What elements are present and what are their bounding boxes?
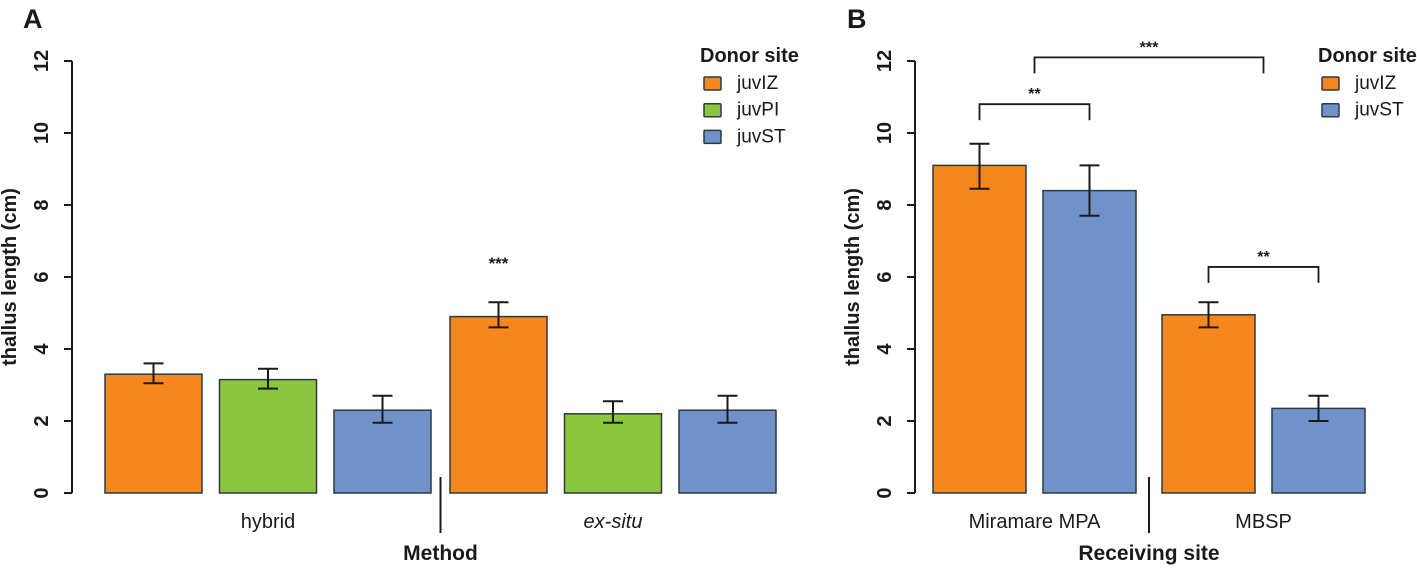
x-axis-title: Receiving site [1078, 542, 1219, 565]
panel-a: A 0 2 4 6 8 10 12 thallus length (cm) hybrid *** ex… [0, 4, 799, 565]
legend-label: juvIZ [1354, 73, 1397, 94]
bar-ex-situ-juvST [678, 409, 777, 494]
significance-bracket [1207, 266, 1320, 283]
legend-swatch-juvST [703, 129, 722, 145]
bar-ex-situ-juvIZ [449, 315, 548, 494]
panel-b: B 0 2 4 6 8 10 12 thallus length (cm) Miramare MP… [842, 0, 1417, 573]
y-tick-label: 4 [874, 343, 896, 355]
legend-title: Donor site [700, 45, 799, 67]
bar-mbsp-juvIZ [1161, 314, 1256, 494]
legend-label: juvST [1354, 100, 1404, 121]
x-group-label: hybrid [241, 511, 295, 533]
panel-b-chart: B 0 2 4 6 8 10 12 thallus length (cm) Miramare MP… [842, 4, 1417, 565]
bar-hybrid-juvST [333, 409, 432, 494]
legend-swatch-juvPI [703, 102, 722, 118]
legend-title: Donor site [1318, 45, 1417, 67]
x-axis-title: Method [403, 542, 478, 565]
x-group-label: ex-situ [584, 511, 643, 533]
panel-letter: A [23, 4, 43, 34]
x-group-label: Miramare MPA [969, 511, 1102, 533]
legend-swatch-juvIZ [1321, 76, 1340, 91]
y-tick-label: 0 [31, 487, 53, 498]
significance-bracket-label: *** [1140, 39, 1159, 56]
bar-mbsp-juvST [1271, 407, 1366, 494]
legend-label: juvIZ [736, 73, 779, 94]
y-tick-label: 6 [31, 271, 53, 282]
y-axis-title: thallus length (cm) [842, 188, 864, 366]
significance-stars: *** [489, 254, 509, 273]
legend-swatch-juvIZ [703, 76, 722, 91]
legend-label: juvPI [736, 100, 779, 121]
legend-swatch-juvST [1321, 102, 1340, 118]
panel-letter: B [847, 4, 867, 34]
significance-bracket-label: ** [1257, 249, 1270, 266]
y-tick-label: 8 [874, 199, 896, 210]
y-tick-label: 6 [874, 271, 896, 282]
bar-miramare-mpa-juvST [1042, 189, 1137, 494]
bar-ex-situ-juvPI [563, 413, 663, 494]
significance-bracket [1033, 56, 1265, 74]
y-tick-label: 4 [31, 343, 53, 355]
y-tick-label: 2 [31, 415, 53, 426]
x-group-label: MBSP [1235, 511, 1292, 533]
y-tick-label: 12 [31, 50, 53, 72]
panel-a-chart: A 0 2 4 6 8 10 12 thallus length (cm) hybrid *** ex… [0, 4, 799, 565]
significance-bracket-label: ** [1028, 86, 1041, 103]
y-tick-label: 12 [874, 50, 896, 72]
y-tick-label: 10 [31, 122, 53, 144]
y-tick-label: 8 [31, 199, 53, 210]
y-tick-label: 10 [874, 122, 896, 144]
y-axis-title: thallus length (cm) [0, 188, 21, 366]
significance-bracket [978, 103, 1091, 121]
bar-miramare-mpa-juvIZ [932, 164, 1027, 494]
y-tick-label: 2 [874, 415, 896, 426]
bar-hybrid-juvPI [218, 378, 318, 494]
legend-label: juvST [736, 126, 786, 147]
y-tick-label: 0 [874, 487, 896, 498]
bar-hybrid-juvIZ [104, 373, 203, 494]
